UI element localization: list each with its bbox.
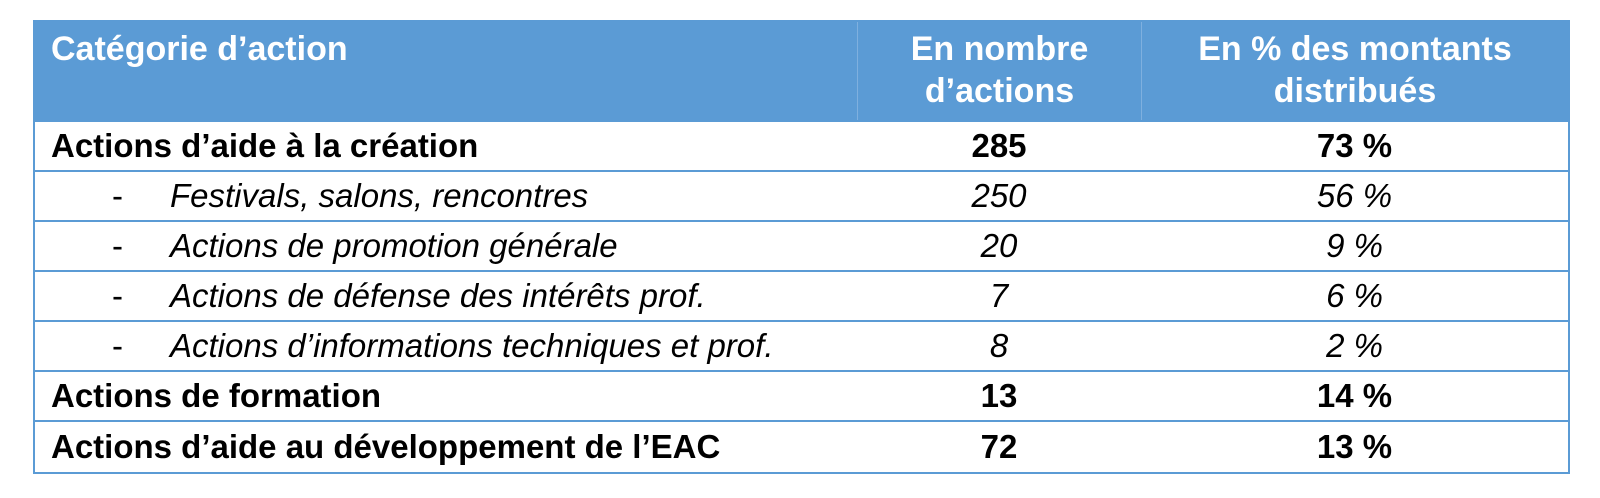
header-percent-line1: En % des montants [1198, 30, 1512, 68]
table-row: Actions d’aide à la création 285 73 % [35, 122, 1568, 172]
row-category: - Festivals, salons, rencontres [35, 172, 857, 220]
row-category: - Actions de promotion générale [35, 222, 857, 270]
table-row: - Festivals, salons, rencontres 250 56 % [35, 172, 1568, 222]
header-category-label: Catégorie d’action [51, 30, 348, 68]
row-bullet: - [112, 327, 123, 364]
row-category: Actions d’aide au développement de l’EAC [35, 422, 857, 472]
row-label: Actions de défense des intérêts prof. [170, 277, 706, 314]
row-bullet: - [112, 277, 123, 314]
row-label: Actions d’aide à la création [51, 127, 479, 164]
table-row: Actions de formation 13 14 % [35, 372, 1568, 422]
header-count: En nombre d’actions [857, 22, 1141, 120]
header-percent-line2: distribués [1273, 72, 1437, 110]
row-percent: 13 % [1316, 428, 1393, 465]
row-percent: 2 % [1326, 327, 1383, 364]
row-percent: 6 % [1326, 277, 1383, 314]
table-row: - Actions d’informations techniques et p… [35, 322, 1568, 372]
row-label: Actions de formation [51, 377, 382, 414]
row-category: Actions de formation [35, 372, 857, 420]
table-row: - Actions de défense des intérêts prof. … [35, 272, 1568, 322]
row-count: 7 [989, 277, 1009, 314]
row-category: Actions d’aide à la création [35, 122, 857, 170]
row-bullet: - [112, 177, 123, 214]
row-count: 13 [980, 377, 1018, 414]
row-bullet: - [112, 227, 123, 264]
row-percent: 73 % [1316, 127, 1393, 164]
row-percent: 56 % [1316, 177, 1393, 214]
header-category: Catégorie d’action [35, 22, 857, 120]
row-label: Actions d’informations techniques et pro… [170, 327, 774, 364]
row-count: 250 [971, 177, 1027, 214]
header-count-line1: En nombre [910, 30, 1089, 68]
header-percent: En % des montants distribués [1141, 22, 1568, 120]
table-header-row: Catégorie d’action En nombre d’actions E… [35, 22, 1568, 122]
row-percent: 9 % [1326, 227, 1383, 264]
table-row: - Actions de promotion générale 20 9 % [35, 222, 1568, 272]
row-count: 72 [980, 428, 1018, 465]
row-count: 20 [980, 227, 1018, 264]
row-category: - Actions de défense des intérêts prof. [35, 272, 857, 320]
row-label: Festivals, salons, rencontres [170, 177, 589, 214]
row-percent: 14 % [1316, 377, 1393, 414]
row-count: 285 [971, 127, 1027, 164]
row-label: Actions d’aide au développement de l’EAC [51, 428, 721, 465]
row-category: - Actions d’informations techniques et p… [35, 322, 857, 370]
row-label: Actions de promotion générale [170, 227, 618, 264]
actions-table: Catégorie d’action En nombre d’actions E… [33, 20, 1570, 474]
row-count: 8 [989, 327, 1009, 364]
table-row: Actions d’aide au développement de l’EAC… [35, 422, 1568, 472]
header-count-line2: d’actions [924, 72, 1075, 110]
